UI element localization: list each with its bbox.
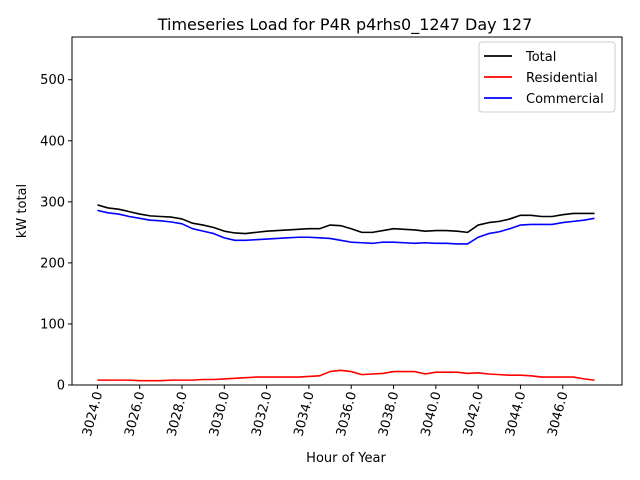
legend-label-total: Total <box>525 50 556 65</box>
y-axis: 0 100 200 300 400 500 <box>40 73 72 394</box>
legend-label-commercial: Commercial <box>526 92 604 107</box>
y-tick-label: 500 <box>40 73 65 88</box>
series-layer <box>97 204 595 382</box>
y-tick-label: 400 <box>40 134 65 149</box>
y-tick-label: 0 <box>57 379 65 394</box>
y-tick-label: 300 <box>40 195 65 210</box>
y-tick-label: 100 <box>40 317 65 332</box>
x-axis-label: Hour of Year <box>306 451 386 466</box>
legend-label-residential: Residential <box>526 71 598 86</box>
plot-frame <box>71 36 623 386</box>
legend-frame <box>478 41 616 113</box>
y-axis-label: kW total <box>15 184 30 238</box>
series-line-commercial <box>97 209 595 245</box>
series-line-total <box>97 204 595 235</box>
chart-title: Timeseries Load for P4R p4rhs0_1247 Day … <box>157 15 533 35</box>
legend: Total Residential Commercial <box>478 41 616 113</box>
y-tick-label: 200 <box>40 256 65 271</box>
series-line-residential <box>97 369 595 382</box>
